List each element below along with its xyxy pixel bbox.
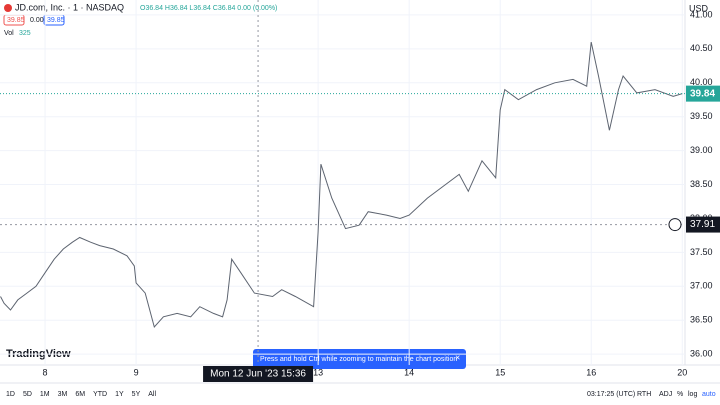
vol-value: 325: [19, 30, 31, 37]
last-price-box: [686, 85, 720, 102]
y-tick-label: 37.50: [690, 247, 713, 257]
pct[interactable]: %: [677, 391, 683, 398]
range-button[interactable]: YTD: [93, 391, 107, 398]
x-tick-label: 13: [313, 367, 323, 377]
y-tick-label: 40.00: [690, 77, 713, 87]
ohlc: O36.84 H36.84 L36.84 C36.84 0.00 (0.00%): [140, 5, 277, 12]
bid[interactable]: 39.85: [7, 17, 25, 24]
symbol-title: JD.com, Inc. · 1 · NASDAQ: [15, 2, 124, 12]
price-line: [0, 41, 683, 329]
add-button[interactable]: [668, 218, 682, 232]
y-tick-label: 40.50: [690, 43, 713, 53]
spread: 0.00: [30, 17, 44, 24]
range-button[interactable]: 3M: [58, 391, 68, 398]
ask[interactable]: 39.85: [47, 17, 65, 24]
range-button[interactable]: All: [148, 391, 156, 398]
y-tick-label: 39.00: [690, 145, 713, 155]
range-button[interactable]: 1M: [40, 391, 50, 398]
crosshair-x-label: Mon 12 Jun '23 15:36: [210, 369, 306, 380]
y-tick-label: 39.50: [690, 111, 713, 121]
x-tick-label: 16: [586, 367, 596, 377]
x-tick-label: 15: [495, 367, 505, 377]
symbol-icon: [4, 4, 12, 12]
clock: 03:17:25 (UTC): [587, 391, 635, 398]
toast: Press and hold Ctrl while zooming to mai…: [260, 356, 457, 363]
y-tick-label: 38.50: [690, 179, 713, 189]
range-button[interactable]: 5Y: [132, 391, 141, 398]
crosshair-y-box: [686, 216, 720, 233]
x-tick-label: 14: [404, 367, 414, 377]
toast-close[interactable]: ×: [455, 352, 460, 362]
x-tick-label: 20: [677, 367, 687, 377]
currency[interactable]: USD: [689, 3, 709, 13]
auto[interactable]: auto: [702, 391, 716, 398]
x-tick-label: 8: [43, 367, 48, 377]
range-button[interactable]: 1Y: [115, 391, 124, 398]
crosshair-y-label: 37.91: [690, 219, 715, 230]
range-button[interactable]: 1D: [6, 391, 15, 398]
adj[interactable]: ADJ: [659, 391, 672, 398]
log[interactable]: log: [688, 391, 697, 398]
range-button[interactable]: 5D: [23, 391, 32, 398]
y-tick-label: 41.00: [690, 9, 713, 19]
y-tick-label: 36.00: [690, 349, 713, 359]
x-tick-label: 9: [134, 367, 139, 377]
y-tick-label: 37.00: [690, 281, 713, 291]
vol-label: Vol: [4, 30, 14, 37]
rth[interactable]: RTH: [637, 391, 651, 398]
range-button[interactable]: 6M: [75, 391, 85, 398]
crosshair-x-box: [203, 366, 314, 382]
last-price-label: 39.84: [690, 88, 715, 99]
y-tick-label: 36.50: [690, 315, 713, 325]
